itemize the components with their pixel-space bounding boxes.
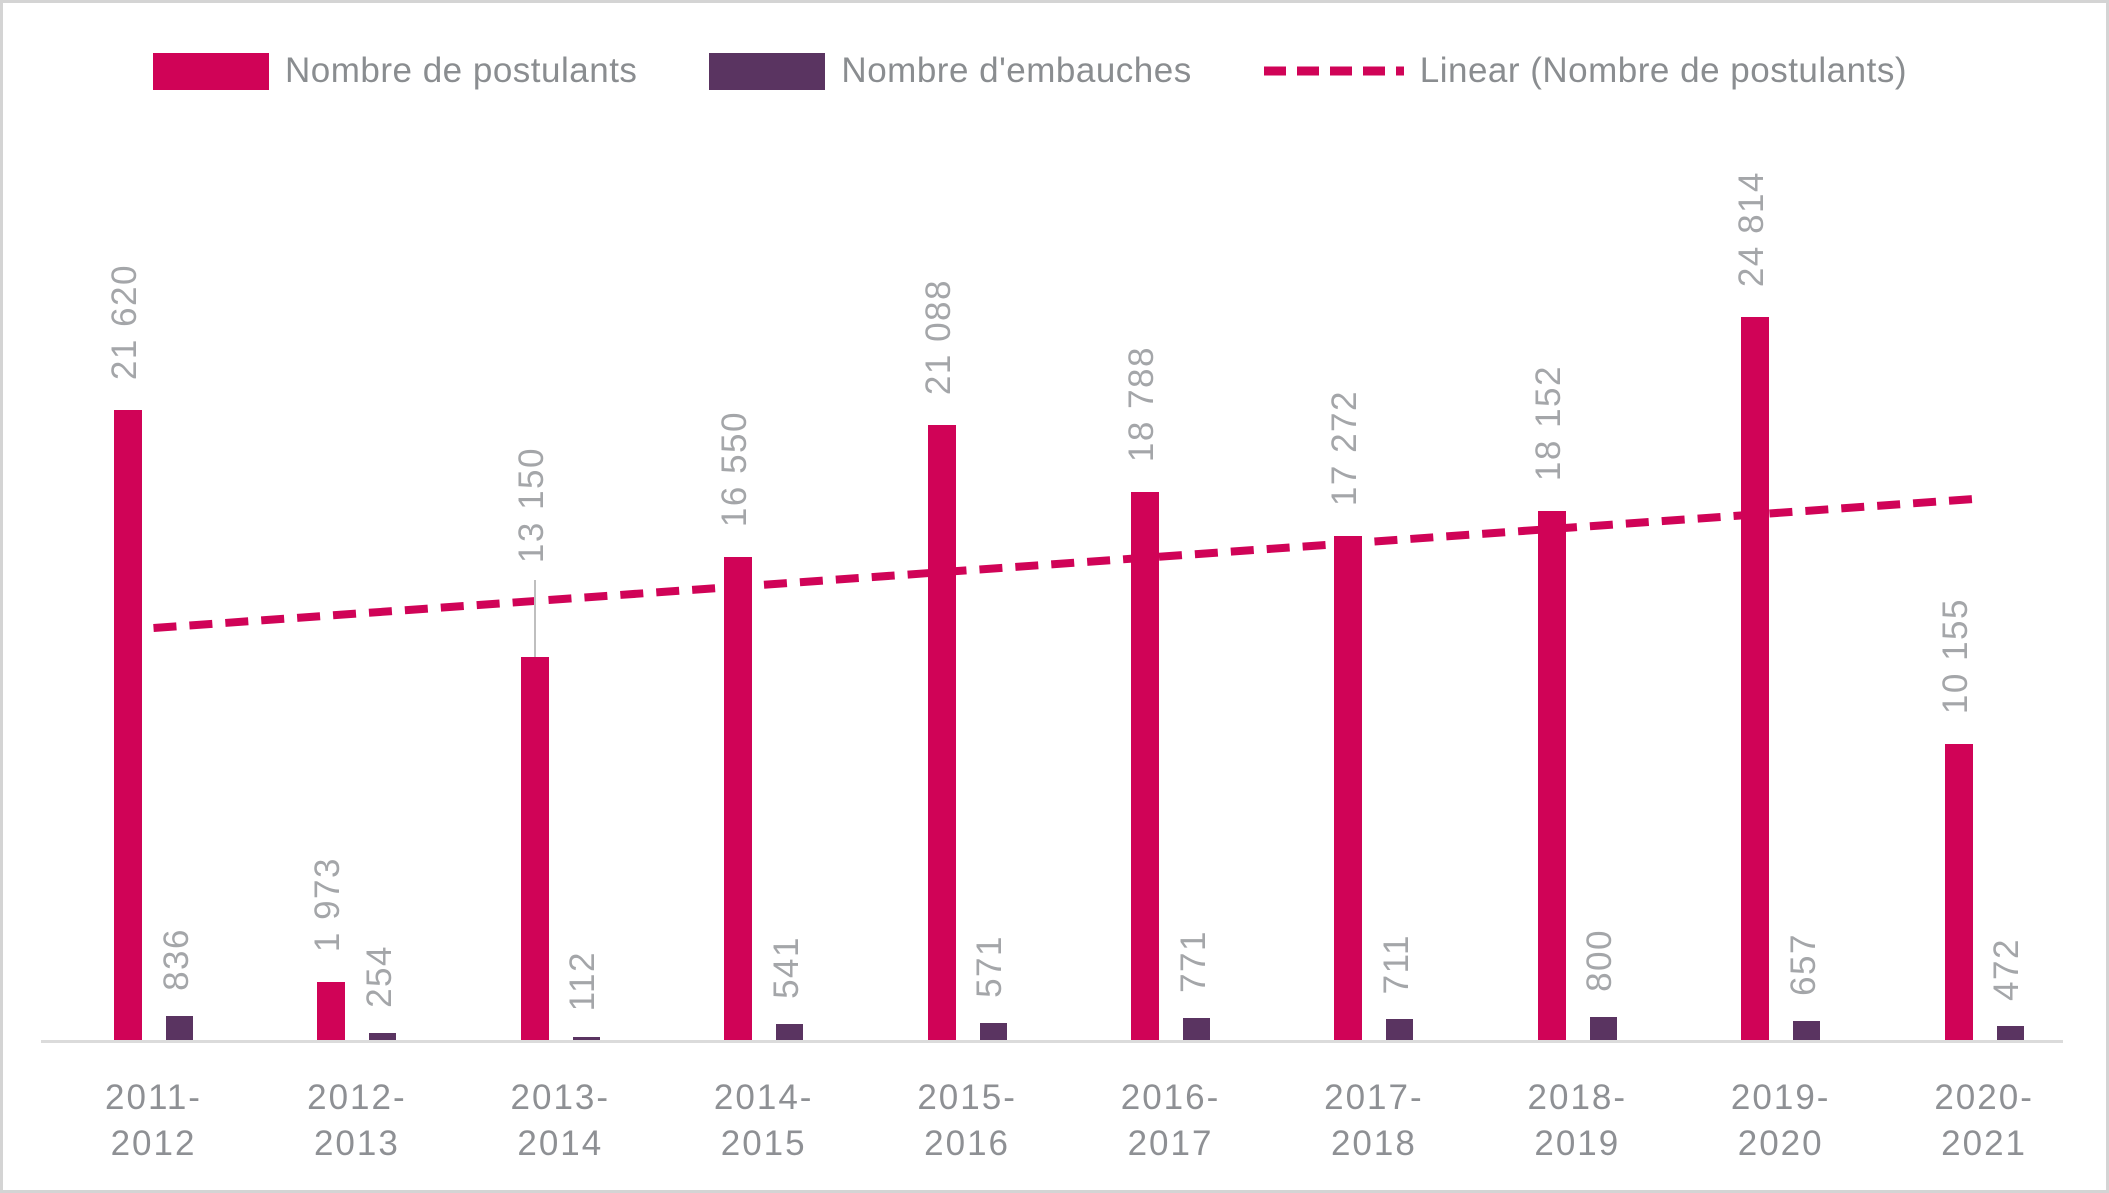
bar-postulants-2011-2012 — [114, 409, 142, 1040]
value-label-postulants-2011-2012: 21 620 — [105, 263, 144, 380]
value-label-embauches-2018-2019: 800 — [1580, 928, 1620, 992]
bar-postulants-2018-2019 — [1537, 510, 1566, 1040]
bar-embauches-2018-2019 — [1589, 1016, 1617, 1040]
legend-label-postulants: Nombre de postulants — [285, 51, 638, 90]
x-tick-label-2013-2014: 2013- 2014 — [510, 1078, 611, 1163]
bar-postulants-2020-2021 — [1944, 743, 1973, 1040]
x-tick-label-2017-2018: 2017- 2018 — [1324, 1078, 1424, 1163]
value-label-embauches-2015-2016: 571 — [970, 935, 1010, 999]
legend-label-embauches: Nombre d'embauches — [841, 51, 1192, 90]
value-label-postulants-2017-2018: 17 272 — [1325, 390, 1365, 507]
dashed-line-icon — [1263, 66, 1404, 76]
x-tick-label-2011-2012: 2011- 2012 — [105, 1078, 202, 1163]
value-label-embauches-2012-2013: 254 — [359, 944, 399, 1008]
legend-item-postulants: Nombre de postulants — [153, 51, 637, 91]
x-tick-label-2015-2016: 2015- 2016 — [917, 1078, 1017, 1163]
bar-embauches-2016-2017 — [1183, 1017, 1210, 1040]
label-leader-line — [533, 580, 536, 657]
x-tick-label-2012-2013: 2012- 2013 — [307, 1078, 407, 1163]
bar-postulants-2017-2018 — [1334, 536, 1363, 1040]
bar-postulants-2019-2020 — [1741, 316, 1770, 1040]
bar-postulants-2012-2013 — [317, 982, 346, 1040]
bar-postulants-2016-2017 — [1131, 492, 1159, 1040]
x-tick-label-2014-2015: 2014- 2015 — [713, 1078, 814, 1163]
value-label-embauches-2013-2014: 112 — [563, 951, 603, 1012]
postulants-swatch-icon — [153, 52, 269, 90]
value-label-postulants-2016-2017: 18 788 — [1122, 346, 1161, 463]
bar-embauches-2013-2014 — [572, 1036, 600, 1040]
value-label-embauches-2017-2018: 711 — [1376, 933, 1416, 995]
value-label-postulants-2015-2016: 21 088 — [918, 279, 958, 396]
x-tick-label-2020-2021: 2020- 2021 — [1934, 1078, 2034, 1163]
value-label-postulants-2020-2021: 10 155 — [1935, 597, 1975, 714]
embauches-swatch-icon — [709, 52, 826, 90]
bar-postulants-2015-2016 — [927, 425, 956, 1040]
bar-postulants-2014-2015 — [724, 557, 753, 1040]
x-tick-label-2019-2020: 2019- 2020 — [1730, 1078, 1831, 1163]
legend-item-trendline: Linear (Nombre de postulants) — [1263, 51, 1907, 91]
bar-embauches-2017-2018 — [1386, 1019, 1414, 1040]
bar-embauches-2015-2016 — [979, 1023, 1007, 1040]
legend: Nombre de postulants Nombre d'embauches … — [153, 47, 1907, 95]
value-label-postulants-2013-2014: 13 150 — [511, 446, 551, 563]
legend-item-embauches: Nombre d'embauches — [709, 51, 1191, 91]
value-label-postulants-2014-2015: 16 550 — [715, 411, 755, 528]
x-tick-label-2016-2017: 2016- 2017 — [1120, 1078, 1221, 1163]
value-label-embauches-2019-2020: 657 — [1783, 932, 1823, 996]
bar-postulants-2013-2014 — [520, 656, 549, 1040]
value-label-embauches-2020-2021: 472 — [1987, 938, 2027, 1002]
value-label-embauches-2014-2015: 541 — [766, 936, 806, 1000]
value-label-embauches-2016-2017: 771 — [1173, 929, 1213, 993]
value-label-embauches-2011-2012: 836 — [156, 927, 196, 991]
value-label-postulants-2019-2020: 24 814 — [1732, 170, 1772, 287]
x-tick-label-2018-2019: 2018- 2019 — [1527, 1078, 1628, 1163]
value-label-postulants-2018-2019: 18 152 — [1528, 364, 1568, 481]
x-axis-line — [41, 1040, 2063, 1043]
plot-area: 21 620 836 2011- 2012 1 973 254 2012- 2013 13 15… — [3, 3, 2106, 1190]
bar-embauches-2020-2021 — [1996, 1026, 2024, 1040]
bar-embauches-2012-2013 — [369, 1032, 397, 1040]
bar-embauches-2014-2015 — [776, 1024, 804, 1040]
value-label-postulants-2012-2013: 1 973 — [308, 857, 348, 953]
bar-embauches-2011-2012 — [166, 1015, 193, 1040]
legend-label-trendline: Linear (Nombre de postulants) — [1419, 51, 1907, 90]
bar-embauches-2019-2020 — [1793, 1020, 1821, 1040]
